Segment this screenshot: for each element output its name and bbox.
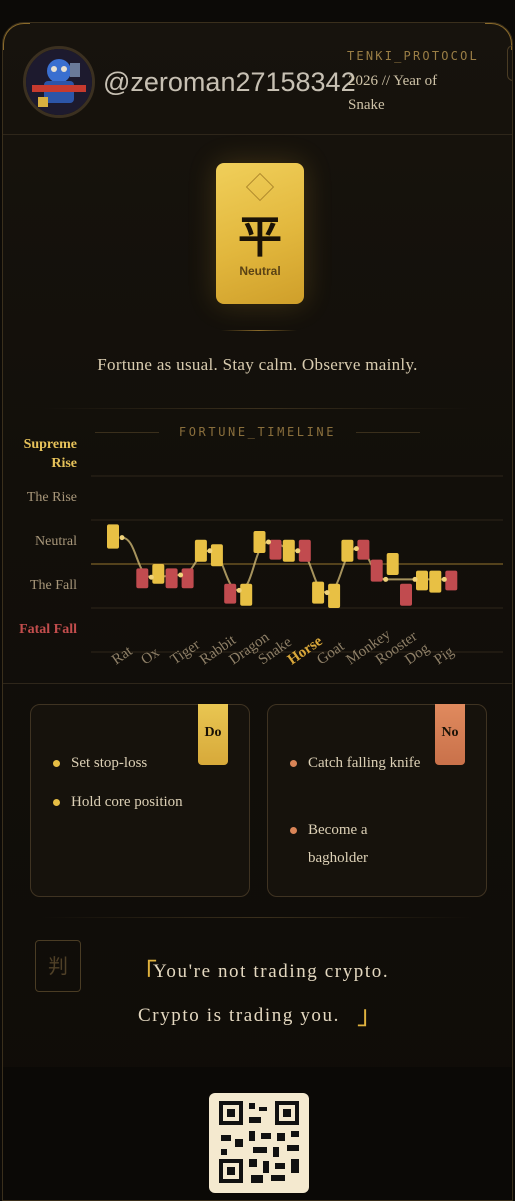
do-panel: Do Set stop-loss Hold core position [30,704,250,897]
do-item: Hold core position [71,794,183,810]
fortune-candle [386,553,399,575]
bullet-icon [53,760,60,767]
do-tag: Do [198,704,228,765]
bullet-icon [290,827,297,834]
fortune-candle [400,583,412,606]
avatar[interactable] [23,46,95,118]
close-quote-icon: 」 [357,1001,384,1031]
fortune-candle [194,539,207,562]
fortune-candle [328,583,341,608]
verdict-line-2: Crypto is trading you. [138,1005,340,1026]
fortune-candle [224,583,237,604]
fortune-candle [107,524,119,549]
fortune-candle [282,539,295,562]
divider [221,330,297,331]
curve-point [148,574,154,580]
talisman-character: 平 [238,212,282,263]
divider [43,917,472,918]
username[interactable]: @zeroman27158342 [103,67,356,97]
timeline-title: FORTUNE_TIMELINE [178,425,337,439]
fortune-candle [416,570,428,591]
bullet-icon [290,760,297,767]
curve-point [295,548,301,554]
year-label: 2026 // Year of Snake [348,73,438,113]
divider [3,683,512,684]
divider [3,134,512,135]
no-tag: No [435,704,465,765]
no-panel: No Catch falling knife Become a bagholde… [267,704,487,897]
divider [356,432,420,433]
fortune-candle [445,570,458,591]
x-axis-label: Ox [138,644,163,668]
side-tab[interactable] [507,45,512,81]
curve-point [412,576,418,582]
judge-seal-icon: 判 [35,940,81,992]
fortune-candle [136,568,149,589]
curve-point [383,576,389,582]
do-item: Set stop-loss [71,755,148,771]
open-quote-icon: 「 [131,959,158,989]
curve-point [324,590,330,596]
curve-point [441,576,447,582]
avatar-image [26,49,92,115]
corner-ornament [485,23,512,50]
y-label-supreme-rise: Supreme Rise [23,437,77,471]
curve-point [207,548,213,554]
y-label-fatal-fall: Fatal Fall [19,622,77,637]
fortune-candle [210,544,223,567]
fortune-candle [429,570,442,593]
fortune-candle [165,568,178,589]
curve-point [353,546,359,552]
diamond-icon [245,172,275,202]
curve-point [266,539,271,545]
divider [43,408,472,409]
qr-code-icon [219,1101,299,1183]
y-label-rise: The Rise [26,490,77,505]
corner-ornament [3,23,30,50]
protocol-label: TENKI_PROTOCOL [347,49,479,63]
curve-point [178,572,184,578]
fortune-chart: Rat Ox TigerRabbitDragonSnakeHorseGoatMonk… [91,475,503,669]
y-label-fall: The Fall [29,578,77,593]
fortune-candle [357,539,370,560]
fortune-card: @zeroman27158342 TENKI_PROTOCOL 2026 // … [2,22,513,1201]
fortune-candle [240,583,253,606]
fortune-candle [312,581,325,604]
curve-point [119,535,125,541]
fortune-candle [253,531,266,553]
no-item: Become a bagholder [308,822,368,866]
qr-code[interactable] [209,1093,309,1193]
x-axis-label: Tiger [168,637,203,668]
y-label-neutral: Neutral [35,534,77,549]
fortune-candle [341,539,354,562]
talisman-label: Neutral [239,264,281,278]
fortune-candle [298,539,311,562]
x-axis-label: Rat [109,643,136,669]
divider [95,432,159,433]
fortune-candle [152,564,165,584]
curve-point [236,587,242,593]
fortune-candle [181,568,194,589]
x-axis-label: Pig [431,643,457,668]
fortune-text: Fortune as usual. Stay calm. Observe mai… [97,355,418,374]
fortune-candle [370,559,383,582]
fortune-talisman: 平 Neutral [216,163,304,304]
fortune-candle [269,539,282,560]
no-item: Catch falling knife [308,755,421,771]
bullet-icon [53,799,60,806]
verdict-line-1: You're not trading crypto. [153,961,390,982]
